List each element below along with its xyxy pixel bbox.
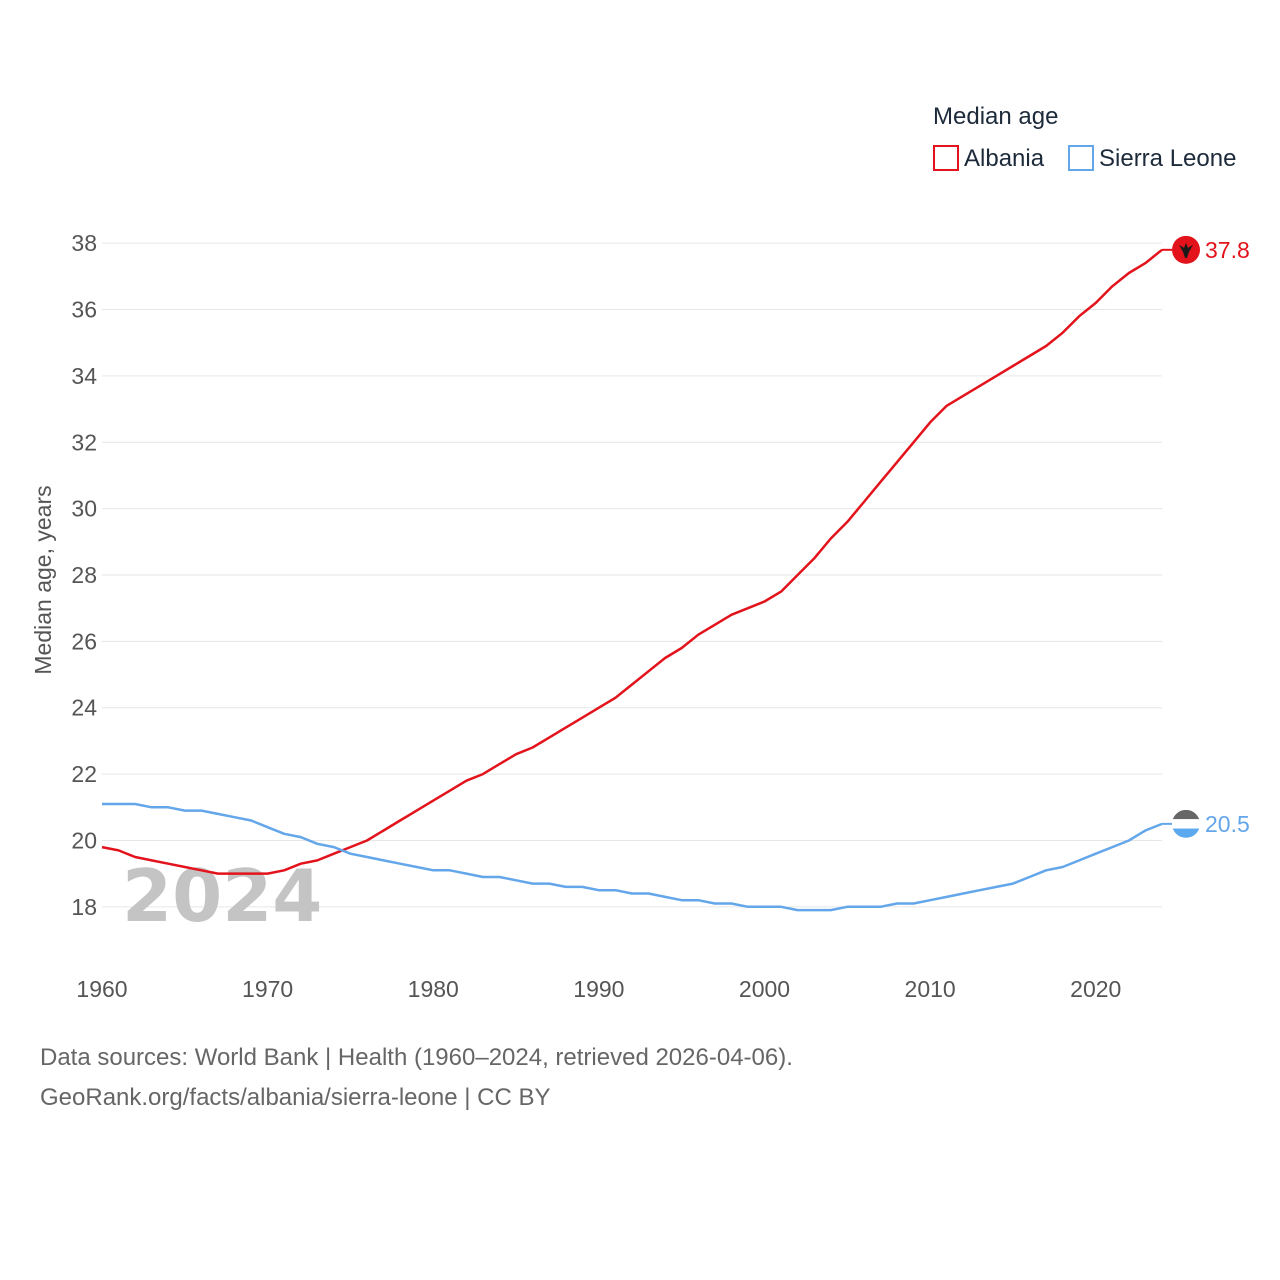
end-value-label-sierra-leone: 20.5 (1205, 811, 1250, 837)
legend-swatch-sierra-leone (1068, 145, 1094, 171)
y-axis-ticks: 18 20 22 24 26 28 30 32 34 36 38 (71, 230, 97, 920)
legend-swatch-albania (933, 145, 959, 171)
legend-item-albania[interactable]: Albania (933, 145, 1045, 172)
x-tick-label: 1990 (573, 976, 624, 1002)
legend-item-sierra-leone[interactable]: Sierra Leone (1068, 145, 1236, 172)
albania-flag-icon (1172, 235, 1200, 264)
data-source-line: Data sources: World Bank | Health (1960–… (40, 1044, 793, 1071)
line-chart: 18 20 22 24 26 28 30 32 34 36 38 1960 1970 1980 1990 2… (30, 103, 1250, 1002)
y-tick-label: 28 (71, 562, 97, 588)
end-value-label-albania: 37.8 (1205, 237, 1250, 263)
gridlines (102, 242, 1162, 908)
y-tick-label: 24 (71, 695, 97, 721)
end-markers: 37.8 20.5 (1162, 235, 1250, 838)
y-tick-label: 18 (71, 894, 97, 920)
x-tick-label: 2000 (739, 976, 790, 1002)
x-tick-label: 1970 (242, 976, 293, 1002)
y-tick-label: 22 (71, 761, 97, 787)
y-tick-label: 36 (71, 297, 97, 323)
x-tick-label: 2020 (1070, 976, 1121, 1002)
y-tick-label: 34 (71, 363, 97, 389)
x-axis-ticks: 1960 1970 1980 1990 2000 2010 2020 (76, 976, 1121, 1002)
y-tick-label: 32 (71, 429, 97, 455)
x-tick-label: 1960 (76, 976, 127, 1002)
y-tick-label: 30 (71, 496, 97, 522)
y-tick-label: 38 (71, 230, 97, 256)
legend-label-sierra-leone: Sierra Leone (1099, 145, 1236, 172)
legend-title: Median age (933, 103, 1058, 130)
series-lines (101, 248, 1163, 912)
legend-label-albania: Albania (964, 145, 1045, 172)
y-tick-label: 20 (71, 827, 97, 853)
y-axis-title: Median age, years (30, 485, 56, 674)
sierra-leone-flag-icon (1172, 809, 1200, 838)
series-line-sierra-leone[interactable] (102, 802, 1163, 912)
series-line-albania[interactable] (101, 248, 1163, 875)
source-url-line[interactable]: GeoRank.org/facts/albania/sierra-leone |… (40, 1084, 551, 1111)
x-tick-label: 1980 (408, 976, 459, 1002)
x-tick-label: 2010 (905, 976, 956, 1002)
y-tick-label: 26 (71, 628, 97, 654)
